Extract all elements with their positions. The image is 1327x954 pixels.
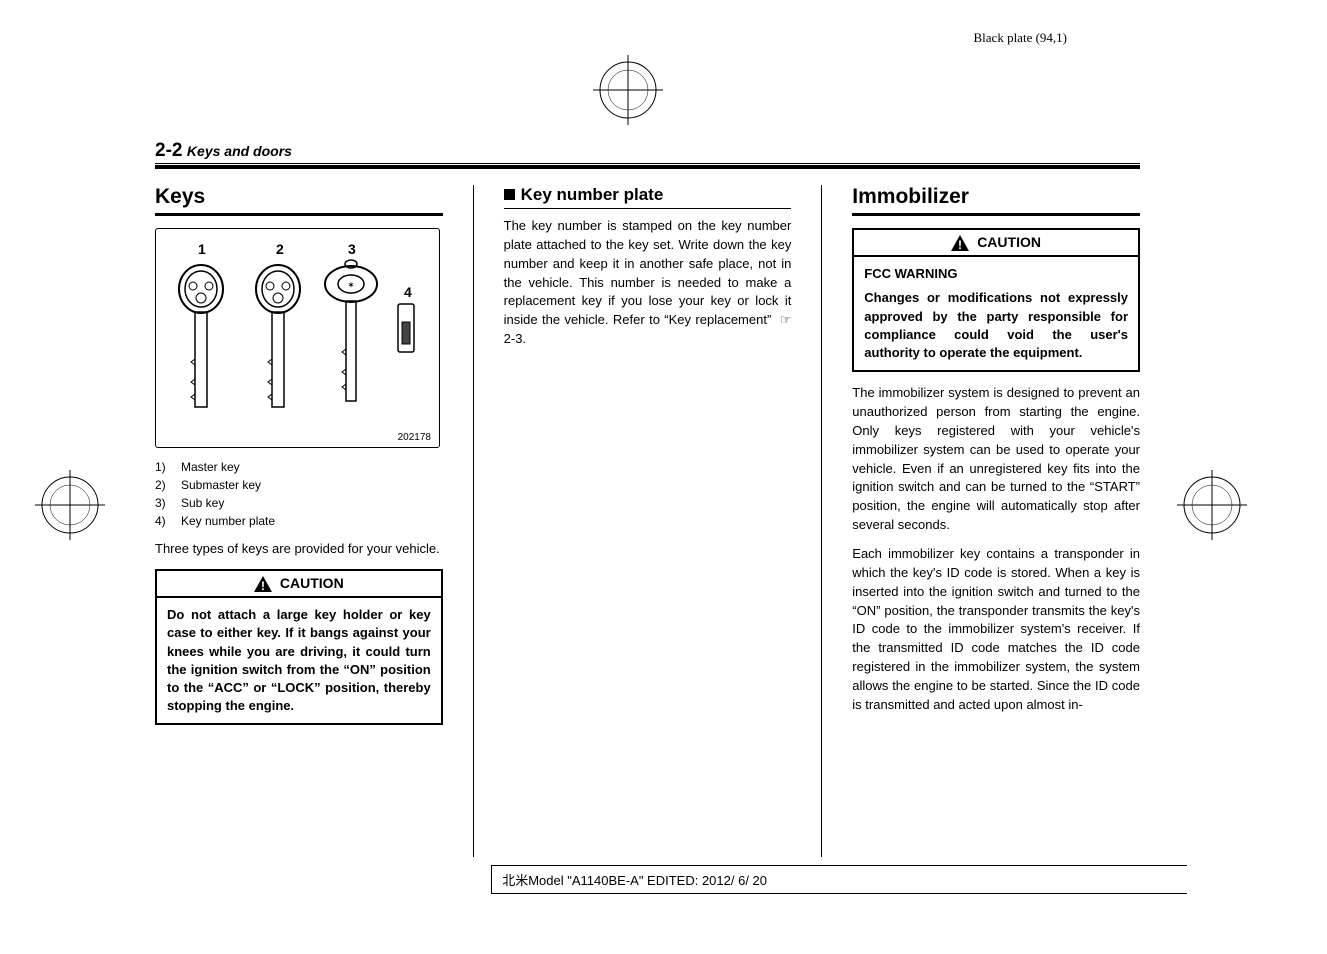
keys-figure: 1 2 3 4 bbox=[155, 228, 440, 448]
caution-box-1: ! CAUTION Do not attach a large key hold… bbox=[155, 569, 443, 725]
legend-list: 1)Master key 2)Submaster key 3)Sub key 4… bbox=[155, 458, 443, 530]
caution-box-2: ! CAUTION FCC WARNING Changes or modific… bbox=[852, 228, 1140, 372]
footer-model-info: 北米Model "A1140BE-A" EDITED: 2012/ 6/ 20 bbox=[491, 865, 1187, 894]
legend-row: 4)Key number plate bbox=[155, 512, 443, 530]
key-number-paragraph: The key number is stamped on the key num… bbox=[504, 217, 792, 349]
column-3: Immobilizer ! CAUTION FCC WARNING Change… bbox=[852, 185, 1140, 857]
warning-triangle-icon: ! bbox=[254, 576, 272, 592]
square-bullet-icon bbox=[504, 189, 515, 200]
reference-icon: ☞ bbox=[776, 312, 792, 327]
svg-text:!: ! bbox=[958, 238, 962, 251]
svg-text:!: ! bbox=[261, 579, 265, 592]
section-title: Keys and doors bbox=[187, 143, 292, 159]
caution-header: ! CAUTION bbox=[157, 571, 441, 598]
fcc-warning-body: FCC WARNING Changes or modifications not… bbox=[854, 257, 1138, 370]
key-number-plate-heading: Key number plate bbox=[504, 185, 792, 209]
caution-text: Do not attach a large key holder or key … bbox=[157, 598, 441, 723]
caution-label: CAUTION bbox=[977, 234, 1041, 250]
section-header: 2-2 Keys and doors bbox=[155, 140, 1140, 169]
keys-illustration: ✶ bbox=[156, 229, 441, 449]
crop-mark-right bbox=[1177, 470, 1247, 540]
immobilizer-para1: The immobilizer system is designed to pr… bbox=[852, 384, 1140, 535]
caution-label: CAUTION bbox=[280, 575, 344, 591]
plate-label: Black plate (94,1) bbox=[974, 30, 1068, 46]
section-number: 2-2 bbox=[155, 140, 182, 161]
keys-intro: Three types of keys are provided for you… bbox=[155, 540, 443, 559]
immobilizer-para2: Each immobilizer key contains a transpon… bbox=[852, 545, 1140, 715]
warning-triangle-icon: ! bbox=[951, 235, 969, 251]
column-divider bbox=[821, 185, 822, 857]
legend-row: 2)Submaster key bbox=[155, 476, 443, 494]
crop-mark-left bbox=[35, 470, 105, 540]
caution-header: ! CAUTION bbox=[854, 230, 1138, 257]
fcc-text: Changes or modifications not expressly a… bbox=[864, 289, 1128, 362]
fcc-label: FCC WARNING bbox=[864, 265, 1128, 283]
legend-row: 3)Sub key bbox=[155, 494, 443, 512]
immobilizer-heading: Immobilizer bbox=[852, 185, 1140, 216]
column-1: Keys 1 2 3 4 bbox=[155, 185, 443, 857]
keys-heading: Keys bbox=[155, 185, 443, 216]
legend-row: 1)Master key bbox=[155, 458, 443, 476]
svg-text:✶: ✶ bbox=[347, 280, 355, 290]
content-area: Keys 1 2 3 4 bbox=[155, 185, 1140, 857]
figure-ref-number: 202178 bbox=[398, 432, 431, 443]
column-2: Key number plate The key number is stamp… bbox=[504, 185, 792, 857]
column-divider bbox=[473, 185, 474, 857]
crop-mark-top bbox=[593, 55, 663, 125]
